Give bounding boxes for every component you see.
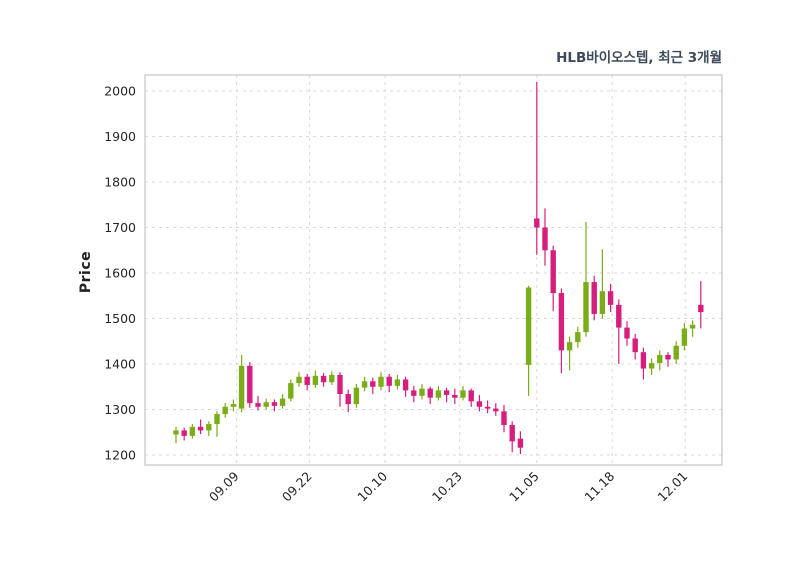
- plot-border: [144, 74, 723, 466]
- candle-body: [468, 390, 474, 402]
- candle-body: [583, 282, 589, 333]
- y-tick-label: 1800: [104, 175, 136, 190]
- candle-body: [263, 402, 269, 407]
- candle-body: [247, 365, 253, 404]
- candle-body: [566, 342, 573, 351]
- candle-body: [279, 398, 286, 406]
- x-tick-label: 09.09: [206, 468, 242, 504]
- candle-body: [460, 390, 466, 398]
- candle-body: [550, 250, 556, 294]
- candle-body: [493, 408, 499, 412]
- candle-body: [657, 354, 663, 364]
- candle-body: [665, 354, 671, 360]
- x-tick-label: 11.18: [581, 468, 617, 504]
- candle-body: [320, 375, 327, 383]
- candle-body: [238, 365, 245, 409]
- candle-body: [337, 374, 343, 395]
- candle-body: [575, 332, 581, 343]
- candle-body: [222, 406, 228, 415]
- candle-body: [411, 390, 417, 396]
- candle-body: [378, 376, 384, 387]
- candle-body: [534, 218, 540, 228]
- y-tick-label: 1600: [104, 266, 136, 281]
- y-tick-label: 1500: [104, 311, 136, 326]
- candle-body: [484, 406, 491, 409]
- candle-body: [624, 327, 630, 339]
- x-tick-label: 09.22: [279, 469, 315, 505]
- candle-body: [419, 388, 425, 396]
- candle-body: [599, 291, 606, 314]
- candle-body: [607, 291, 614, 305]
- y-tick-label: 1200: [104, 448, 136, 463]
- x-tick-label: 12.01: [654, 469, 690, 505]
- candle-body: [698, 304, 704, 313]
- y-axis-label: Price: [78, 250, 94, 294]
- chart-title: HLB바이오스텝, 최근 3개월: [556, 50, 722, 66]
- candle-body: [591, 282, 597, 314]
- x-tick-label: 10.10: [354, 468, 390, 504]
- candle-body: [476, 401, 483, 407]
- x-tick-label: 10.23: [429, 469, 465, 505]
- candle-body: [312, 375, 319, 385]
- candle-body: [197, 426, 204, 431]
- candle-body: [616, 304, 622, 328]
- candle-body: [230, 404, 237, 407]
- candle-body: [517, 438, 524, 448]
- candle-body: [689, 324, 696, 329]
- candle-body: [452, 394, 458, 398]
- candle-body: [345, 394, 351, 405]
- candle-body: [288, 383, 294, 399]
- candle-body: [296, 376, 302, 384]
- candle-body: [443, 390, 450, 395]
- candle-body: [370, 381, 376, 387]
- candle-body: [648, 363, 655, 369]
- candle-body: [206, 424, 212, 431]
- candle-body: [181, 430, 187, 436]
- y-tick-label: 1300: [104, 402, 136, 417]
- candle-body: [214, 414, 220, 425]
- y-tick-label: 1900: [104, 129, 136, 144]
- candle-body: [271, 402, 278, 406]
- candle-body: [361, 381, 368, 388]
- candle-body: [673, 345, 679, 360]
- candle-body: [304, 376, 310, 385]
- candle-body: [329, 374, 335, 383]
- candle-body: [558, 293, 565, 351]
- candle-body: [632, 338, 638, 353]
- candle-body: [509, 424, 515, 442]
- candle-body: [427, 388, 433, 398]
- candle-body: [542, 227, 548, 251]
- y-tick-label: 1400: [104, 357, 136, 372]
- candle-body: [402, 379, 409, 391]
- candle-body: [501, 411, 507, 425]
- candle-body: [394, 379, 401, 386]
- candle-body: [681, 328, 688, 346]
- x-tick-label: 11.05: [506, 469, 542, 505]
- candle-body: [435, 390, 442, 398]
- y-tick-label: 2000: [104, 84, 136, 99]
- candle-body: [386, 376, 392, 386]
- candle-body: [189, 426, 196, 436]
- candle-body: [640, 352, 647, 369]
- candle-body: [353, 387, 360, 405]
- candle-body: [525, 287, 532, 365]
- candle-body: [173, 430, 179, 435]
- y-tick-label: 1700: [104, 220, 136, 235]
- candle-body: [255, 403, 261, 407]
